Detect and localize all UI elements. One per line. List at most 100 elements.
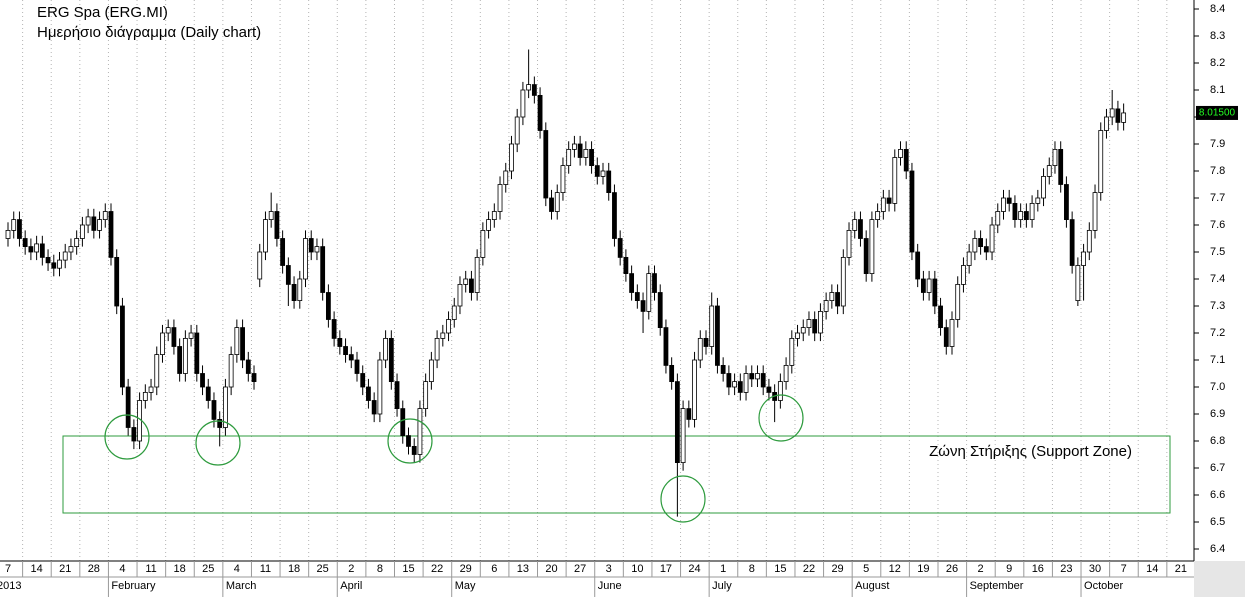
candle-body <box>800 327 806 334</box>
candle-body <box>823 300 829 312</box>
candle-body <box>125 386 131 428</box>
chart-subtitle: Ημερήσιο διάγραμμα (Daily chart) <box>37 24 261 41</box>
candle-body <box>51 262 57 269</box>
candle-body <box>1075 265 1081 301</box>
candle-body <box>526 84 532 91</box>
x-tick-label: 15 <box>402 563 414 575</box>
candle-body <box>463 278 469 285</box>
candle-body <box>554 192 560 212</box>
candle-body <box>406 435 411 447</box>
x-tick-label: 21 <box>1175 563 1187 575</box>
candle-body <box>949 319 955 347</box>
candle-body <box>869 219 875 275</box>
candle-body <box>755 373 760 380</box>
candle-body <box>102 211 108 221</box>
candle-body <box>120 305 125 388</box>
candle-body <box>297 278 303 302</box>
candle-body <box>28 246 34 253</box>
candle-body <box>348 354 354 361</box>
x-tick-label: 7 <box>5 563 11 575</box>
candle-body <box>428 359 434 383</box>
month-label: September <box>970 580 1024 592</box>
support-zone <box>62 435 1171 514</box>
candle-body <box>154 354 160 388</box>
x-tick-label: 8 <box>377 563 383 575</box>
candle-body <box>1046 165 1052 177</box>
candle-body <box>234 327 240 356</box>
candle-body <box>777 381 783 401</box>
annotation-text: Ζώνη Στήριξης (Support Zone) <box>929 443 1132 460</box>
y-tick-label: 7.9 <box>1210 138 1225 150</box>
candle-body <box>961 265 966 285</box>
candle-body <box>989 224 995 253</box>
candle-body <box>165 327 171 334</box>
x-tick-label: 27 <box>574 563 586 575</box>
candle-body <box>388 337 394 382</box>
candle-body <box>503 170 509 185</box>
month-label: May <box>455 580 476 592</box>
candle-body <box>703 337 709 347</box>
candle-body <box>612 192 617 239</box>
chart-title: ERG Spa (ERG.MI) <box>37 4 168 21</box>
x-tick-label: 4 <box>119 563 125 575</box>
candle-body <box>978 238 984 248</box>
y-tick-label: 8.1 <box>1210 84 1225 96</box>
candle-body <box>543 130 549 199</box>
circle <box>387 418 433 464</box>
last-price-box <box>1196 105 1238 120</box>
candle-body <box>211 400 217 420</box>
candle-body <box>148 386 154 393</box>
candle-body <box>451 305 457 320</box>
candle-body <box>291 283 297 301</box>
y-tick-label: 7.2 <box>1210 327 1225 339</box>
candle-body <box>142 391 148 401</box>
x-tick-label: 20 <box>545 563 557 575</box>
x-tick-label: 11 <box>145 563 156 575</box>
candle-body <box>1058 148 1064 185</box>
candle-body <box>606 170 612 194</box>
candle-body <box>663 327 669 366</box>
candle-body <box>34 243 40 253</box>
x-tick-label: 7 <box>1121 563 1127 575</box>
candle-body <box>617 238 623 258</box>
candle-body <box>251 373 257 383</box>
circle <box>104 414 150 460</box>
candle-body <box>360 373 366 388</box>
x-tick-label: 25 <box>317 563 329 575</box>
month-label: August <box>855 580 889 592</box>
x-tick-label: 9 <box>1006 563 1012 575</box>
candle-body <box>383 337 389 361</box>
candle-body <box>1018 211 1024 221</box>
candle-body <box>875 211 881 221</box>
candle-body <box>423 381 429 410</box>
x-tick-label: 17 <box>660 563 672 575</box>
x-tick-label: 6 <box>491 563 497 575</box>
candle-body <box>240 327 245 361</box>
candle-body <box>726 373 732 388</box>
candle-body <box>932 278 938 307</box>
candle-body <box>749 373 755 380</box>
candle-body <box>182 337 188 374</box>
candle-body <box>1052 148 1058 166</box>
candle-body <box>228 354 234 388</box>
y-tick-label: 6.6 <box>1210 489 1225 501</box>
candle-body <box>366 386 371 401</box>
x-tick-label: 2 <box>978 563 984 575</box>
candle-body <box>1012 202 1018 220</box>
candle-body <box>474 256 480 293</box>
y-tick-label: 7.3 <box>1210 300 1225 312</box>
y-tick-label: 6.9 <box>1210 408 1225 420</box>
candle-body <box>400 408 406 437</box>
candle-body <box>1098 130 1104 193</box>
candle-body <box>583 148 589 158</box>
x-tick-label: 24 <box>688 563 700 575</box>
candle-body <box>915 251 921 280</box>
candle-body <box>280 238 286 266</box>
candle-body <box>11 219 17 231</box>
candle-body <box>394 381 400 410</box>
candle-body <box>1023 211 1029 221</box>
candle-body <box>457 283 463 307</box>
candle-body <box>74 238 80 248</box>
candle-body <box>572 143 577 150</box>
candle-body <box>795 332 800 339</box>
